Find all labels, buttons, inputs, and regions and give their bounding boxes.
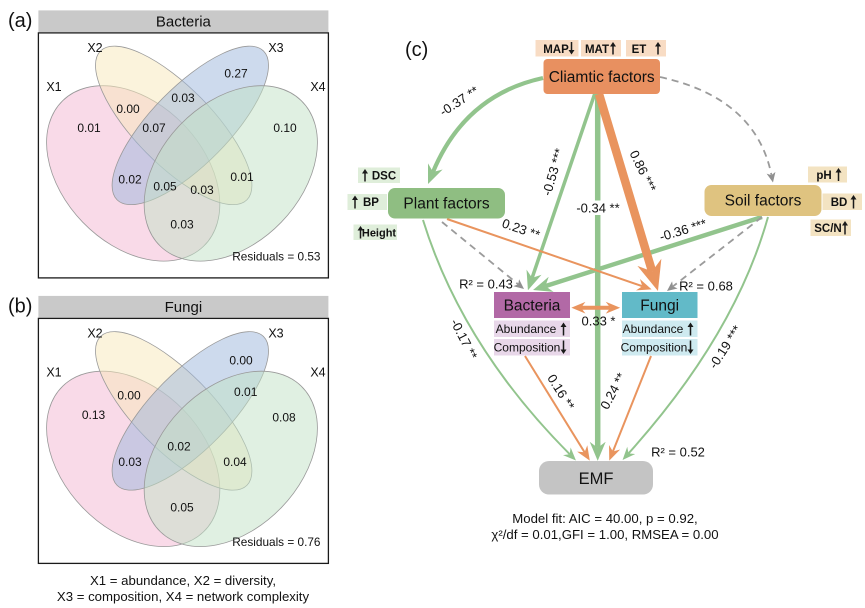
svg-text:Residuals = 0.53: Residuals = 0.53 — [232, 250, 321, 264]
svg-text:0.00: 0.00 — [117, 388, 141, 402]
svg-text:0.08: 0.08 — [272, 411, 296, 425]
svg-text:Cliamtic factors: Cliamtic factors — [549, 69, 655, 86]
svg-text:X3: X3 — [268, 327, 283, 341]
svg-text:pH: pH — [816, 170, 831, 182]
svg-text:(b): (b) — [8, 296, 32, 318]
svg-text:BP: BP — [363, 197, 379, 209]
svg-text:Bacteria: Bacteria — [156, 14, 212, 31]
svg-text:-0.34 **: -0.34 ** — [576, 201, 619, 216]
svg-text:X1 = abundance, X2 = diversity: X1 = abundance, X2 = diversity, — [90, 573, 276, 588]
svg-text:0.24 **: 0.24 ** — [597, 370, 629, 412]
svg-text:X2: X2 — [87, 327, 102, 341]
svg-text:0.04: 0.04 — [223, 455, 247, 469]
svg-text:SC/N: SC/N — [814, 223, 841, 235]
svg-text:X3 = composition, X4 = network: X3 = composition, X4 = network complexit… — [57, 589, 310, 604]
svg-text:Composition: Composition — [621, 341, 688, 355]
svg-text:Fungi: Fungi — [165, 299, 203, 316]
svg-text:0.07: 0.07 — [142, 121, 166, 135]
svg-text:Soil factors: Soil factors — [725, 193, 802, 210]
svg-text:0.13: 0.13 — [82, 408, 106, 422]
svg-text:0.03: 0.03 — [190, 183, 214, 197]
svg-text:X4: X4 — [310, 366, 325, 380]
svg-text:0.10: 0.10 — [273, 121, 297, 135]
svg-text:X4: X4 — [310, 80, 325, 94]
svg-text:R² = 0.68: R² = 0.68 — [679, 279, 733, 294]
svg-text:0.01: 0.01 — [77, 121, 101, 135]
svg-text:0.27: 0.27 — [224, 67, 248, 81]
svg-text:-0.19 ***: -0.19 *** — [706, 323, 745, 372]
svg-text:Abundance: Abundance — [496, 322, 557, 336]
svg-text:Residuals = 0.76: Residuals = 0.76 — [232, 535, 321, 549]
svg-text:MAP: MAP — [543, 44, 569, 56]
svg-text:MAT: MAT — [585, 44, 609, 56]
svg-text:0.33 *: 0.33 * — [582, 314, 616, 329]
svg-text:Model fit: AIC = 40.00, p = 0.: Model fit: AIC = 40.00, p = 0.92, — [512, 511, 697, 526]
svg-text:BD: BD — [831, 197, 848, 209]
svg-text:0.00: 0.00 — [116, 102, 140, 116]
svg-text:-0.17 **: -0.17 ** — [447, 316, 480, 361]
svg-text:X1: X1 — [46, 80, 61, 94]
svg-text:Fungi: Fungi — [640, 298, 679, 315]
svg-text:(a): (a) — [8, 10, 32, 32]
svg-text:0.86 ***: 0.86 *** — [627, 148, 660, 194]
svg-text:EMF: EMF — [579, 470, 614, 488]
svg-text:0.01: 0.01 — [234, 385, 258, 399]
svg-text:0.16 **: 0.16 ** — [544, 371, 577, 412]
svg-text:0.01: 0.01 — [230, 170, 254, 184]
svg-text:(c): (c) — [405, 39, 428, 61]
svg-text:0.02: 0.02 — [118, 173, 142, 187]
svg-text:0.03: 0.03 — [170, 218, 194, 232]
svg-text:Composition: Composition — [494, 341, 561, 355]
svg-text:0.05: 0.05 — [153, 180, 177, 194]
svg-text:0.02: 0.02 — [167, 439, 191, 453]
svg-text:DSC: DSC — [372, 171, 396, 183]
svg-text:Height: Height — [362, 228, 397, 240]
svg-text:X2: X2 — [87, 41, 102, 55]
svg-text:0.05: 0.05 — [170, 500, 194, 514]
svg-text:0.00: 0.00 — [229, 354, 253, 368]
svg-text:χ²/df = 0.01,GFI = 1.00, RMSEA: χ²/df = 0.01,GFI = 1.00, RMSEA = 0.00 — [491, 527, 718, 542]
svg-text:Bacteria: Bacteria — [504, 298, 561, 315]
svg-text:X3: X3 — [268, 41, 283, 55]
svg-text:X1: X1 — [46, 366, 61, 380]
svg-text:0.03: 0.03 — [118, 455, 142, 469]
svg-text:Abundance: Abundance — [623, 322, 684, 336]
svg-text:Plant factors: Plant factors — [403, 196, 489, 213]
svg-text:R² = 0.43: R² = 0.43 — [459, 277, 513, 292]
svg-text:0.03: 0.03 — [171, 91, 195, 105]
svg-text:R² = 0.52: R² = 0.52 — [651, 445, 705, 460]
svg-text:ET: ET — [632, 44, 647, 56]
